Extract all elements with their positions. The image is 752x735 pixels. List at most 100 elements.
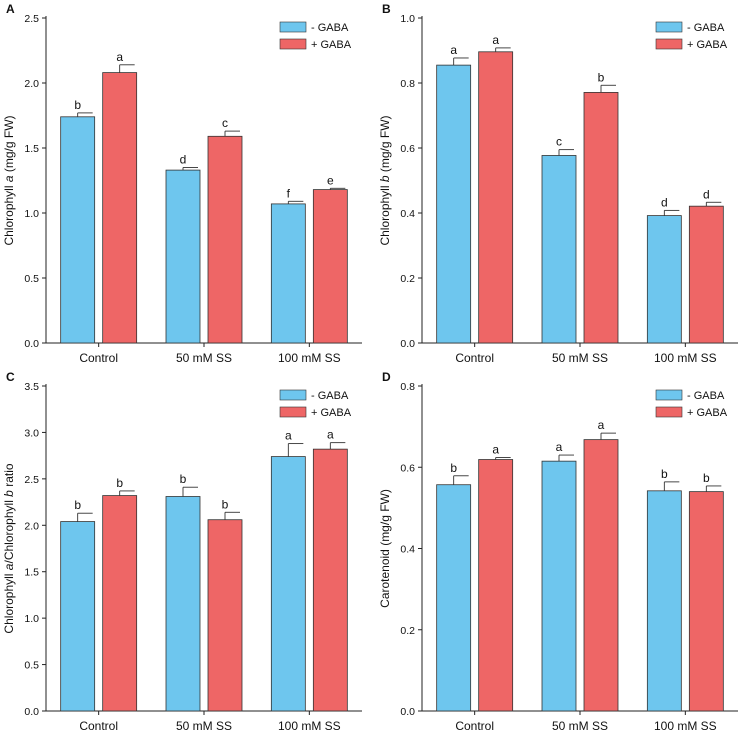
legend-label: - GABA: [687, 22, 725, 34]
bar-minus-gaba: [165, 496, 201, 712]
bar-minus-gaba: [646, 215, 682, 344]
y-tick-label: 0.6: [400, 462, 415, 474]
y-tick-label: 0.5: [24, 273, 39, 285]
legend-label: - GABA: [311, 22, 349, 34]
bar-minus-gaba: [436, 484, 472, 712]
x-tick-label: 50 mM SS: [552, 719, 608, 733]
legend-swatch-minus-gaba: [279, 21, 307, 33]
x-tick-label: Control: [79, 719, 118, 733]
y-tick-label: 3.5: [24, 381, 39, 393]
y-tick-label: 0.5: [24, 660, 39, 672]
legend-label: + GABA: [311, 39, 352, 51]
significance-letter: b: [74, 98, 81, 112]
legend-swatch-minus-gaba: [655, 389, 683, 401]
bar-minus-gaba: [270, 203, 306, 344]
bar-minus-gaba: [541, 460, 577, 712]
significance-letter: c: [556, 135, 562, 149]
bar-plus-gaba: [207, 519, 243, 712]
y-tick-label: 1.5: [24, 143, 39, 155]
significance-letter: c: [222, 116, 228, 130]
bar-minus-gaba: [60, 521, 96, 712]
x-tick-label: 100 mM SS: [278, 719, 341, 733]
y-tick-label: 0.0: [400, 338, 415, 350]
significance-letter: d: [180, 153, 187, 167]
y-axis-label-part-4: ratio: [2, 463, 16, 490]
significance-letter: b: [180, 472, 187, 486]
bar-minus-gaba: [541, 155, 577, 344]
bar-plus-gaba: [688, 491, 724, 712]
y-tick-label: 0.2: [400, 625, 415, 637]
significance-letter: e: [327, 173, 334, 187]
y-tick-label: 3.0: [24, 427, 39, 439]
chart-b-svg: B Chlorophyll b (mg/g FW) 0.0 0.2 0.4 0.6 0.8 1…: [378, 2, 738, 365]
chart-panel-a: A Chlorophyll a (mg/g FW) 0.0 0.5 1.0 1.5 2.0 2…: [0, 0, 376, 367]
significance-letter: d: [703, 187, 710, 201]
y-axis-label-part-2: /Chlorophyll: [2, 497, 16, 564]
panel-label-a: A: [6, 2, 15, 16]
significance-letter: b: [74, 498, 81, 512]
significance-letter: a: [450, 43, 457, 57]
x-tick-label: Control: [455, 351, 494, 365]
bar-plus-gaba: [688, 205, 724, 344]
y-axis-label-part-0: Chlorophyll: [378, 182, 392, 245]
y-axis-label-part-1: b: [378, 175, 392, 182]
y-axis-label: Carotenoid (mg/g FW): [378, 489, 392, 608]
y-tick-label: 0.6: [400, 143, 415, 155]
significance-letter: a: [598, 418, 605, 432]
legend-swatch-minus-gaba: [279, 389, 307, 401]
y-tick-label: 2.5: [24, 474, 39, 486]
x-tick-label: Control: [79, 351, 118, 365]
significance-letter: b: [116, 476, 123, 490]
legend-label: + GABA: [687, 407, 728, 419]
y-tick-label: 1.0: [24, 208, 39, 220]
y-axis-label: Chlorophyll a/Chlorophyll b ratio: [2, 463, 16, 633]
bar-minus-gaba: [60, 116, 96, 344]
bar-minus-gaba: [436, 64, 472, 344]
significance-letter: a: [285, 429, 292, 443]
significance-letter: b: [450, 461, 457, 475]
bar-plus-gaba: [207, 135, 243, 344]
bar-plus-gaba: [102, 72, 138, 344]
y-axis-label-part-0: Chlorophyll: [2, 570, 16, 633]
chart-panel-b: B Chlorophyll b (mg/g FW) 0.0 0.2 0.4 0.6 0.8 1…: [376, 0, 752, 367]
y-tick-label: 0.0: [24, 338, 39, 350]
bar-plus-gaba: [478, 459, 514, 712]
x-tick-label: 100 mM SS: [654, 719, 717, 733]
bar-plus-gaba: [583, 92, 619, 344]
y-tick-label: 0.4: [400, 208, 415, 220]
chart-c-svg: C Chlorophyll a/Chlorophyll b ratio 0.0 0.5…: [2, 370, 362, 733]
legend-label: + GABA: [687, 39, 728, 51]
y-axis-label-part-3: b: [2, 490, 16, 497]
chart-panel-c: C Chlorophyll a/Chlorophyll b ratio 0.0 0.5…: [0, 368, 376, 735]
y-axis-label: Chlorophyll a (mg/g FW): [2, 115, 16, 245]
y-tick-label: 0.2: [400, 273, 415, 285]
significance-letter: b: [598, 70, 605, 84]
y-axis-label-part-2: (mg/g FW): [378, 115, 392, 175]
y-tick-label: 2.0: [24, 78, 39, 90]
x-tick-label: 50 mM SS: [176, 351, 232, 365]
panel-label-d: D: [382, 370, 391, 384]
chart-panel-d: D Carotenoid (mg/g FW) 0.0 0.2 0.4 0.6 0.8 Cont…: [376, 368, 752, 735]
y-tick-label: 0.0: [24, 706, 39, 718]
y-tick-label: 1.5: [24, 567, 39, 579]
significance-letter: d: [661, 195, 668, 209]
bar-plus-gaba: [312, 189, 348, 344]
bar-minus-gaba: [270, 456, 306, 712]
x-tick-label: 100 mM SS: [654, 351, 717, 365]
legend-swatch-plus-gaba: [655, 38, 683, 50]
y-axis-label-part-2: (mg/g FW): [2, 115, 16, 175]
legend-swatch-minus-gaba: [655, 21, 683, 33]
significance-letter: a: [556, 440, 563, 454]
y-axis-label-part-1: a: [2, 563, 16, 570]
significance-letter: a: [492, 33, 499, 47]
y-tick-label: 0.0: [400, 706, 415, 718]
y-tick-label: 1.0: [400, 13, 415, 25]
y-tick-label: 2.0: [24, 520, 39, 532]
y-axis-label: Chlorophyll b (mg/g FW): [378, 115, 392, 245]
x-tick-label: 50 mM SS: [176, 719, 232, 733]
panel-label-c: C: [6, 370, 15, 384]
significance-letter: b: [222, 497, 229, 511]
y-tick-label: 1.0: [24, 613, 39, 625]
significance-letter: b: [661, 467, 668, 481]
y-tick-label: 2.5: [24, 13, 39, 25]
